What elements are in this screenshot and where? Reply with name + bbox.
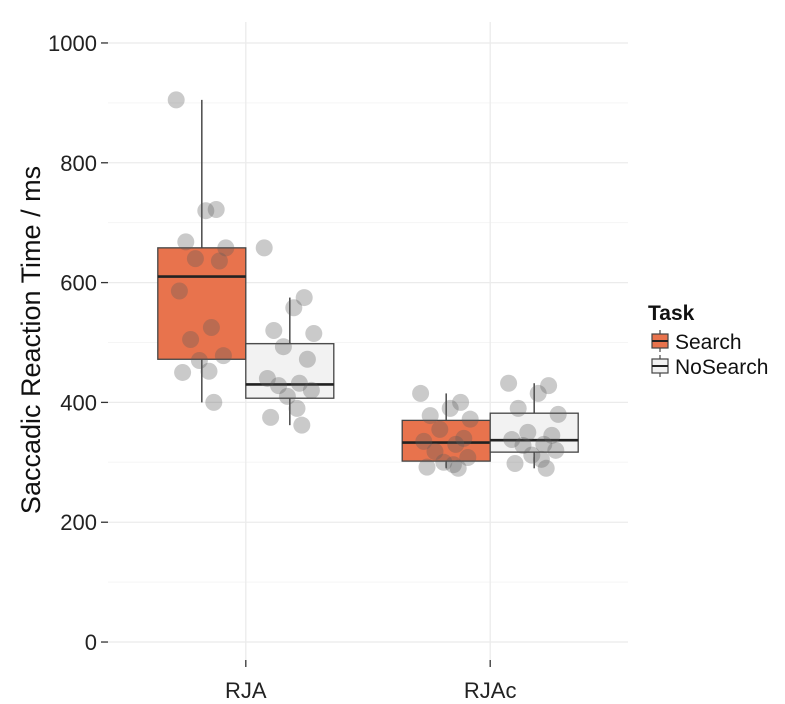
x-axis: RJA RJAc	[225, 660, 516, 703]
data-point	[421, 407, 439, 425]
legend-label: Search	[675, 331, 742, 354]
data-point	[447, 435, 465, 453]
data-point	[174, 363, 192, 381]
data-point	[265, 322, 283, 340]
data-point	[270, 377, 288, 395]
data-point	[258, 369, 276, 387]
legend-label: NoSearch	[675, 356, 768, 379]
data-point	[503, 431, 521, 449]
box	[157, 247, 247, 360]
y-axis: 0 200 400 600 800 1000	[48, 31, 108, 655]
data-point	[202, 319, 220, 337]
data-point	[262, 408, 280, 426]
data-point	[278, 387, 296, 405]
data-point	[302, 381, 320, 399]
data-point	[214, 347, 232, 365]
data-point	[205, 393, 223, 411]
data-point	[426, 443, 444, 461]
data-point	[444, 456, 462, 474]
data-point	[210, 252, 228, 270]
y-tick-label: 0	[85, 630, 97, 655]
y-tick-label: 800	[60, 151, 97, 176]
y-tick-label: 400	[60, 390, 97, 415]
data-point	[415, 432, 433, 450]
data-point	[197, 202, 215, 220]
y-tick-label: 600	[60, 271, 97, 296]
data-point	[547, 441, 565, 459]
y-axis-title: Saccadic Reaction Time / ms	[16, 166, 46, 514]
data-point	[452, 393, 470, 411]
data-point	[523, 446, 541, 464]
legend-item-search: Search	[651, 330, 742, 354]
data-point	[459, 449, 477, 467]
data-point	[190, 351, 208, 369]
data-point	[549, 405, 567, 423]
data-point	[449, 459, 467, 477]
data-point	[529, 384, 547, 402]
data-point	[274, 338, 292, 356]
data-point	[535, 435, 553, 453]
data-point	[170, 282, 188, 300]
data-point	[540, 377, 558, 395]
data-point	[519, 423, 537, 441]
data-point	[514, 437, 532, 455]
data-point	[290, 374, 308, 392]
box	[401, 419, 491, 462]
data-point	[255, 239, 273, 257]
data-point	[461, 410, 479, 428]
data-point	[177, 233, 195, 251]
data-point	[509, 399, 527, 417]
data-point	[500, 374, 518, 392]
data-point	[182, 331, 200, 349]
data-point	[506, 455, 524, 473]
data-point	[186, 250, 204, 268]
box	[489, 412, 579, 453]
data-point	[532, 450, 550, 468]
data-point	[455, 429, 473, 447]
y-tick-label: 1000	[48, 31, 97, 56]
data-point	[543, 426, 561, 444]
data-point	[537, 459, 555, 477]
box	[245, 343, 335, 399]
data-point	[441, 399, 459, 417]
legend-item-nosearch: NoSearch	[651, 355, 768, 379]
box-layer	[157, 99, 579, 469]
data-point	[435, 453, 453, 471]
data-point	[207, 201, 225, 219]
data-point	[293, 416, 311, 434]
data-point	[167, 91, 185, 109]
data-point	[412, 384, 430, 402]
data-point	[200, 362, 218, 380]
data-point	[305, 325, 323, 343]
y-tick-label: 200	[60, 510, 97, 535]
data-point	[288, 399, 306, 417]
data-point	[285, 299, 303, 317]
legend-title: Task	[648, 302, 695, 325]
data-point	[418, 458, 436, 476]
data-point	[431, 420, 449, 438]
data-point	[295, 289, 313, 307]
data-point	[217, 239, 235, 257]
x-tick-label: RJA	[225, 678, 267, 703]
x-tick-label: RJAc	[464, 678, 517, 703]
point-layer	[167, 91, 567, 477]
data-point	[298, 350, 316, 368]
